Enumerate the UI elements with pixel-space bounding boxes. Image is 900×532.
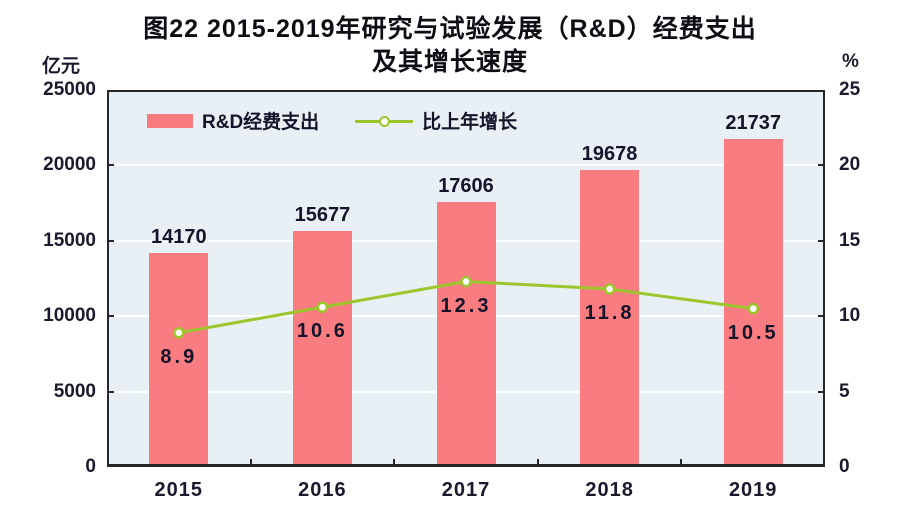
left-axis-tick [107, 239, 114, 242]
right-tick-label: 20 [839, 154, 861, 176]
left-tick-label: 25000 [43, 79, 96, 100]
right-axis-tick [818, 239, 825, 242]
legend-line-marker-icon [379, 115, 391, 127]
bar-value-label: 21737 [725, 112, 781, 135]
left-tick-label: 20000 [43, 154, 96, 176]
chart-title-line1: 图22 2015-2019年研究与试验发展（R&D）经费支出 [143, 15, 757, 43]
left-tick-label: 15000 [43, 229, 96, 251]
growth-value-label: 10.5 [727, 321, 779, 344]
legend-label-growth-rate: 比上年增长 [422, 112, 518, 133]
bar-value-label: 19678 [581, 143, 638, 166]
left-axis-tick [107, 164, 114, 167]
legend-line-swatch [355, 114, 414, 128]
x-tick-label-2015: 2015 [154, 479, 204, 501]
chart-title-line2: 及其增长速度 [371, 48, 528, 76]
line-marker-icon [173, 327, 185, 339]
right-tick-label: 25 [839, 79, 861, 100]
bar-value-label: 14170 [150, 226, 207, 249]
left-axis-tick [107, 390, 114, 393]
line-marker-icon [316, 301, 329, 313]
x-axis-tick [536, 459, 539, 467]
growth-value-label: 8.9 [160, 345, 198, 368]
right-tick-label: 15 [839, 229, 861, 251]
right-tick-label: 10 [839, 305, 861, 327]
x-axis-tick [680, 459, 683, 467]
x-axis-tick [249, 459, 252, 467]
bar-value-label: 15677 [294, 203, 351, 226]
line-marker-icon [603, 283, 616, 295]
legend-bar-swatch [147, 113, 193, 128]
bar-2016 [292, 230, 352, 467]
chart-legend: R&D经费支出 比上年增长 [147, 107, 517, 134]
bar-2018 [580, 170, 640, 467]
bar-2015 [149, 253, 209, 467]
left-tick-label: 0 [85, 456, 96, 477]
right-axis-tick [818, 164, 825, 167]
right-axis-tick [818, 390, 825, 393]
right-tick-label: 0 [839, 456, 850, 477]
x-axis-tick [393, 459, 396, 467]
plot-area: R&D经费支出 比上年增长 14170 15677 17606 19678 21737 8… [107, 90, 825, 467]
growth-rate-line [173, 275, 759, 339]
left-tick-label: 10000 [43, 305, 96, 327]
x-tick-label-2016: 2016 [298, 479, 347, 501]
left-axis-unit-label: 亿元 [41, 56, 80, 77]
right-tick-label: 5 [839, 380, 850, 402]
growth-value-label: 12.3 [440, 294, 492, 317]
right-axis-tick [818, 315, 825, 318]
x-tick-label-2019: 2019 [728, 479, 778, 501]
growth-value-label: 11.8 [584, 302, 635, 325]
bar-2017 [436, 201, 496, 467]
left-tick-label: 5000 [53, 380, 96, 402]
right-axis-unit-label: % [842, 51, 859, 72]
line-marker-icon [747, 302, 759, 315]
growth-value-label: 10.6 [296, 320, 348, 343]
x-tick-label-2017: 2017 [441, 479, 491, 501]
line-marker-icon [460, 275, 472, 288]
left-axis-tick [107, 315, 114, 318]
x-tick-label-2018: 2018 [585, 479, 634, 501]
bar-value-label: 17606 [438, 174, 494, 197]
gridline [107, 164, 825, 167]
legend-label-rd-expenditure: R&D经费支出 [202, 112, 320, 133]
